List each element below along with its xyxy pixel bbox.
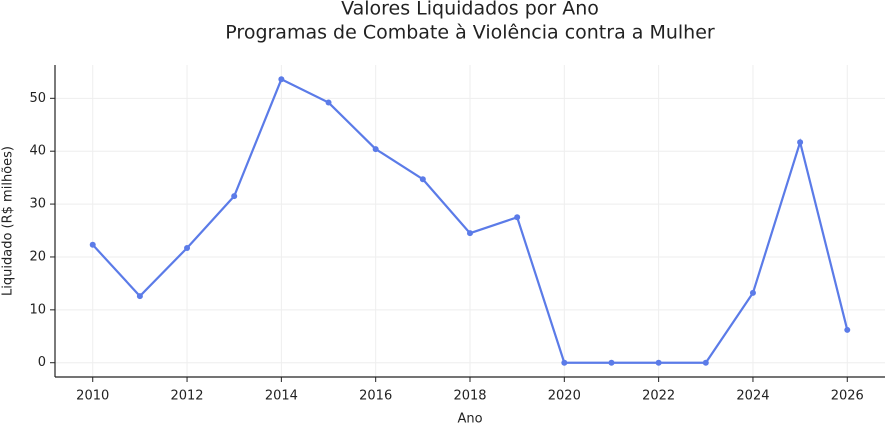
point [372, 146, 379, 153]
point [325, 99, 332, 106]
point [184, 244, 191, 251]
chart-subtitle: Programas de Combate à Violência contra … [225, 22, 715, 44]
point [561, 359, 568, 366]
x-tick-label: 2026 [831, 389, 864, 404]
point [136, 293, 143, 300]
x-axis-label: Ano [457, 412, 482, 427]
y-tick-label: 20 [29, 249, 46, 264]
point [514, 214, 521, 221]
y-tick-label: 10 [29, 302, 46, 317]
point [749, 289, 756, 296]
x-tick-label: 2018 [453, 389, 486, 404]
point [655, 359, 662, 366]
point [89, 241, 96, 248]
x-tick-label: 2014 [265, 389, 298, 404]
point [419, 176, 426, 183]
y-tick-label: 30 [29, 197, 46, 212]
point [844, 326, 851, 333]
x-tick-label: 2024 [736, 389, 769, 404]
point [231, 193, 238, 200]
y-tick-label: 40 [29, 144, 46, 159]
x-tick-label: 2022 [642, 389, 675, 404]
y-tick-label: 50 [29, 91, 46, 106]
point [278, 76, 285, 83]
x-tick-label: 2012 [170, 389, 203, 404]
chart-title: Valores Liquidados por Ano [341, 0, 599, 20]
x-tick-label: 2020 [548, 389, 581, 404]
x-tick-label: 2010 [76, 389, 109, 404]
point [702, 359, 709, 366]
x-tick-label: 2016 [359, 389, 392, 404]
y-axis-label: Liquidado (R$ milhões) [1, 146, 16, 296]
point [608, 359, 615, 366]
point [797, 139, 804, 146]
point [467, 230, 473, 237]
y-tick-label: 0 [38, 355, 46, 370]
